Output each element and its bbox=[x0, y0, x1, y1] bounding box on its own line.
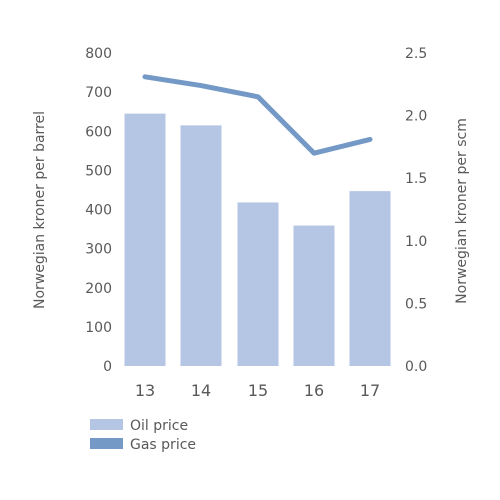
x-tick-label: 13 bbox=[135, 381, 155, 400]
x-tick-label: 17 bbox=[360, 381, 380, 400]
y-right-tick-label: 0.5 bbox=[405, 296, 427, 312]
y-left-axis-title: Norwegian kroner per barrel bbox=[32, 111, 48, 309]
y-right-tick-label: 2.5 bbox=[405, 46, 427, 62]
y-right-tick-label: 1.0 bbox=[405, 234, 427, 250]
legend-label-gas-price: Gas price bbox=[130, 437, 196, 453]
line-gas-price bbox=[142, 74, 373, 156]
y-left-tick-label: 100 bbox=[85, 320, 112, 336]
y-left-tick-label: 0 bbox=[103, 359, 112, 375]
y-right-tick-label: 1.5 bbox=[405, 171, 427, 187]
y-left-tick-label: 200 bbox=[85, 281, 112, 297]
bar-oil-price-15 bbox=[237, 202, 279, 366]
legend-label-oil-price: Oil price bbox=[130, 418, 188, 434]
bar-oil-price-17 bbox=[349, 191, 391, 366]
y-left-tick-label: 300 bbox=[85, 242, 112, 258]
bar-oil-price-13 bbox=[124, 113, 166, 366]
legend-swatch-oil-price bbox=[90, 419, 123, 430]
y-right-tick-label: 2.0 bbox=[405, 109, 427, 125]
legend-swatch-gas-price bbox=[90, 438, 123, 449]
x-tick-label: 14 bbox=[191, 381, 211, 400]
y-left-tick-label: 500 bbox=[85, 163, 112, 179]
legend: Oil price Gas price bbox=[90, 418, 196, 453]
y-left-tick-label: 600 bbox=[85, 124, 112, 140]
bar-oil-price-16 bbox=[293, 225, 335, 366]
x-tick-label: 15 bbox=[248, 381, 268, 400]
bar-oil-price-14 bbox=[180, 125, 222, 366]
x-tick-label: 16 bbox=[304, 381, 324, 400]
y-left-tick-label: 400 bbox=[85, 203, 112, 219]
y-right-axis-title: Norwegian kroner per scm bbox=[454, 118, 470, 304]
y-right-tick-label: 0.0 bbox=[405, 359, 427, 375]
y-left-tick-label: 800 bbox=[85, 46, 112, 62]
y-left-tick-label: 700 bbox=[85, 85, 112, 101]
